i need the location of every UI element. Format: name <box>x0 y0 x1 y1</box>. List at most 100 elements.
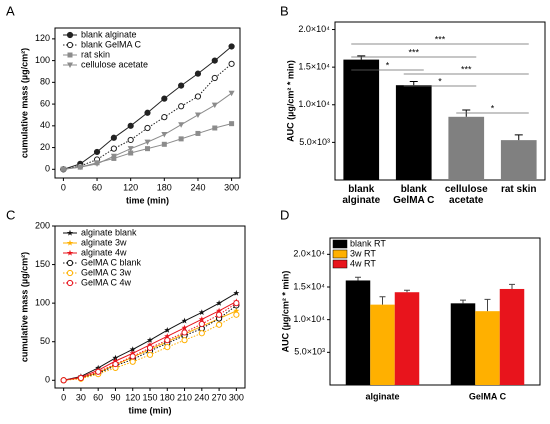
marker <box>110 153 117 160</box>
legend-marker <box>66 279 74 287</box>
series-line <box>63 302 237 381</box>
y-tick-label: 150 <box>35 259 50 269</box>
marker <box>129 353 136 360</box>
x-tick-label: 0 <box>61 182 66 192</box>
y-tick-label: 2.0×10⁴ <box>293 249 325 259</box>
x-tick-label: cellulose acetate <box>444 184 488 206</box>
plot-frame <box>334 21 546 181</box>
x-tick-label: 30 <box>76 392 86 402</box>
bar <box>499 288 525 385</box>
marker <box>181 324 188 331</box>
y-tick-label: 60 <box>40 98 50 108</box>
marker <box>77 164 84 171</box>
error-bar <box>514 134 523 141</box>
legend-label: GelMA C 4w <box>81 277 132 287</box>
marker <box>194 112 201 118</box>
marker <box>211 74 218 82</box>
category-label-box: rat skin <box>500 184 537 195</box>
y-tick-label: 2.0×10⁴ <box>298 24 330 34</box>
x-tick-label: 270 <box>212 392 227 402</box>
marker <box>181 329 188 336</box>
marker <box>216 307 223 314</box>
y-axis-label: cumulative mass (µg/cm²) <box>19 48 29 158</box>
marker <box>112 360 119 368</box>
x-tick-label: 300 <box>229 392 244 402</box>
plot-frame <box>329 237 541 386</box>
x-tick-label: 240 <box>194 392 209 402</box>
y-tick-label: 1.0×10⁴ <box>293 314 325 324</box>
legend-marker <box>66 269 74 277</box>
x-axis-label: time (min) <box>126 195 169 205</box>
marker <box>178 103 185 110</box>
series-line <box>63 63 232 170</box>
bar <box>343 59 380 180</box>
category-label-box: blank GelMA C <box>393 184 435 206</box>
marker <box>228 60 235 67</box>
marker <box>112 357 119 364</box>
marker <box>112 354 119 361</box>
plot-frame <box>54 27 241 179</box>
marker <box>164 326 171 333</box>
bar <box>448 116 485 180</box>
x-tick-label: 180 <box>160 392 175 402</box>
panel-letter: A <box>6 3 15 18</box>
y-axis-label: AUC (µg/cm² * min) <box>285 60 295 142</box>
error-bar <box>409 80 418 86</box>
significance-label: *** <box>435 34 446 44</box>
y-tick-label: 5.0×10³ <box>294 347 325 357</box>
marker <box>211 102 218 109</box>
error-bar <box>379 296 386 305</box>
bar <box>370 304 395 385</box>
marker <box>127 136 134 144</box>
marker <box>233 307 240 314</box>
x-tick-label: 240 <box>190 182 205 192</box>
marker <box>233 311 240 318</box>
legend-label: 4w RT <box>350 258 376 268</box>
x-tick-label: rat skin <box>500 184 537 195</box>
legend-swatch <box>332 249 348 259</box>
x-tick-label: blank GelMA C <box>393 184 435 206</box>
marker <box>110 134 117 141</box>
marker <box>178 122 185 128</box>
error-bar <box>404 289 410 293</box>
legend-marker <box>67 52 73 58</box>
marker <box>128 150 134 156</box>
bar <box>394 292 420 385</box>
marker <box>127 146 134 152</box>
panel-letter: D <box>280 207 289 222</box>
x-tick-label: GelMA C <box>469 391 507 401</box>
marker <box>164 344 171 351</box>
marker <box>233 289 240 296</box>
x-tick-label: alginate <box>365 391 399 401</box>
legend-label: rat skin <box>81 49 110 59</box>
x-tick-label: 180 <box>157 182 172 192</box>
error-bar <box>509 283 515 289</box>
marker <box>144 109 151 116</box>
x-tick-label: 300 <box>224 182 239 192</box>
x-tick-label: 90 <box>110 392 120 402</box>
error-bar <box>484 298 491 312</box>
error-bar <box>357 55 366 60</box>
x-tick-label: 120 <box>125 392 140 402</box>
legend-label: blank GelMA C <box>81 39 142 49</box>
marker <box>110 145 117 152</box>
marker <box>144 139 151 146</box>
marker <box>195 130 201 136</box>
category-label-box: cellulose acetate <box>444 184 488 206</box>
marker <box>198 309 205 315</box>
marker <box>161 141 167 147</box>
marker <box>215 311 223 318</box>
legend-marker <box>66 239 74 246</box>
marker <box>233 300 240 307</box>
bar <box>345 280 371 385</box>
marker <box>146 351 154 358</box>
panel-letter: C <box>6 207 15 222</box>
legend-marker <box>67 62 73 68</box>
y-tick-label: 40 <box>40 120 50 130</box>
y-tick-label: 100 <box>35 55 50 65</box>
y-tick-label: 1.0×10⁴ <box>298 99 330 109</box>
bar <box>475 311 500 385</box>
legend-marker <box>66 31 74 39</box>
marker <box>146 341 154 348</box>
error-bar <box>462 109 471 117</box>
